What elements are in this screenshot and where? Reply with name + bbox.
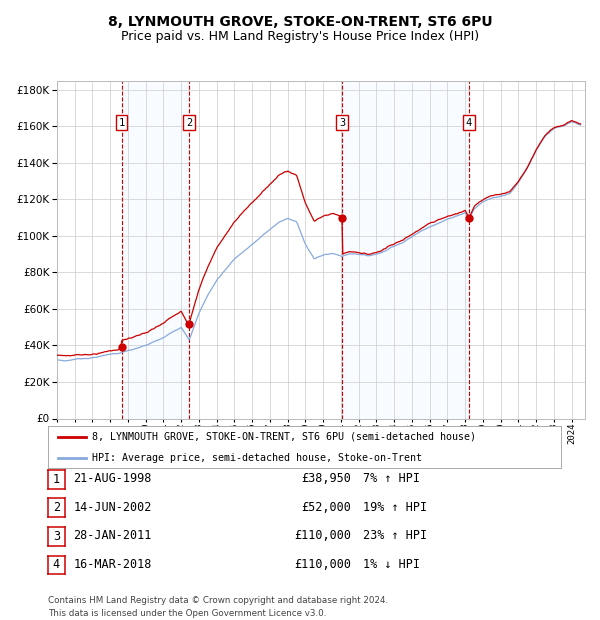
Bar [342,81,469,419]
Text: 19% ↑ HPI: 19% ↑ HPI [363,501,427,513]
Text: HPI: Average price, semi-detached house, Stoke-on-Trent: HPI: Average price, semi-detached house,… [92,453,422,463]
Text: 16-MAR-2018: 16-MAR-2018 [73,558,152,570]
Bar [122,81,189,419]
Text: 28-JAN-2011: 28-JAN-2011 [73,529,152,542]
Text: 14-JUN-2002: 14-JUN-2002 [73,501,152,513]
Text: 4: 4 [466,118,472,128]
Text: 3: 3 [339,118,346,128]
Text: 2: 2 [186,118,193,128]
Text: 7% ↑ HPI: 7% ↑ HPI [363,472,420,485]
Text: 8, LYNMOUTH GROVE, STOKE-ON-TRENT, ST6 6PU (semi-detached house): 8, LYNMOUTH GROVE, STOKE-ON-TRENT, ST6 6… [92,432,476,442]
Text: £110,000: £110,000 [294,529,351,542]
Text: 21-AUG-1998: 21-AUG-1998 [73,472,152,485]
Text: 23% ↑ HPI: 23% ↑ HPI [363,529,427,542]
Text: 2: 2 [53,502,60,514]
Text: Contains HM Land Registry data © Crown copyright and database right 2024.: Contains HM Land Registry data © Crown c… [48,596,388,606]
Text: 1% ↓ HPI: 1% ↓ HPI [363,558,420,570]
Text: £52,000: £52,000 [301,501,351,513]
Text: 1: 1 [53,473,60,485]
Text: 8, LYNMOUTH GROVE, STOKE-ON-TRENT, ST6 6PU: 8, LYNMOUTH GROVE, STOKE-ON-TRENT, ST6 6… [107,16,493,30]
Text: 3: 3 [53,530,60,542]
Text: This data is licensed under the Open Government Licence v3.0.: This data is licensed under the Open Gov… [48,609,326,618]
Text: £38,950: £38,950 [301,472,351,485]
Text: 4: 4 [53,559,60,571]
Text: 1: 1 [118,118,125,128]
Text: Price paid vs. HM Land Registry's House Price Index (HPI): Price paid vs. HM Land Registry's House … [121,30,479,43]
Text: £110,000: £110,000 [294,558,351,570]
